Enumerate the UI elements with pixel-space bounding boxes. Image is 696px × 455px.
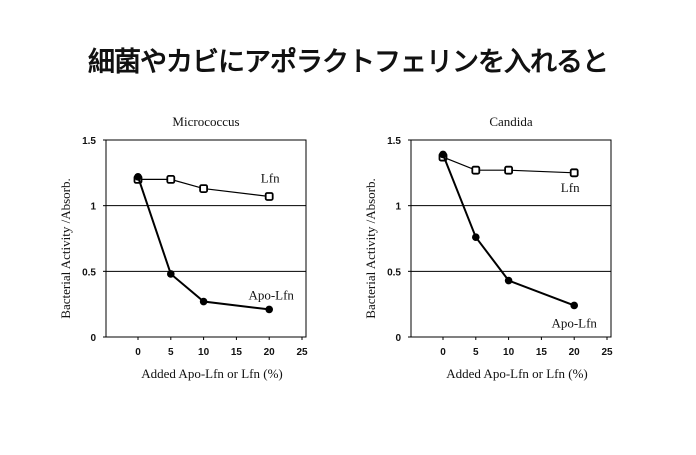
data-point-lfn [199,184,209,193]
y-tick-label: 1.5 [82,136,96,147]
y-axis-label: Bacterial Activity /Absorb. [363,178,378,318]
series-label-lfn: Lfn [261,170,280,185]
y-tick-label: 0 [90,333,96,344]
series-line-lfn [138,178,270,198]
x-axis-label: Added Apo-Lfn or Lfn (%) [446,366,588,381]
y-tick-label: 0.5 [82,267,96,278]
x-tick-label: 15 [536,347,548,358]
data-point-lfn [166,174,176,184]
x-tick-label: 5 [168,347,174,358]
data-point-apo-lfn [504,276,513,285]
data-point-lfn [504,165,514,175]
x-tick-label: 15 [231,347,243,358]
y-tick-label: 0 [395,333,401,344]
page-title: 細菌やカビにアポラクトフェリンを入れると [88,47,609,78]
data-point-apo-lfn [570,301,578,310]
plot-frame [410,139,612,338]
x-tick-label: 20 [264,347,276,358]
chart-title: Candida [489,114,533,129]
chart-title: Micrococcus [172,114,239,129]
y-tick-label: 1 [395,202,401,213]
x-tick-label: 10 [198,347,210,358]
x-tick-label: 20 [569,347,581,358]
series-label-apo-lfn: Apo-Lfn [248,287,294,302]
x-tick-label: 25 [601,347,613,358]
y-tick-label: 1 [90,202,96,213]
data-point-apo-lfn [199,297,208,306]
data-point-apo-lfn [167,270,175,278]
chart-2: Candida 0 0.5 1 1.5 0 5 10 15 20 25 Added Apo-Lfn o… [363,114,613,381]
plot-frame [105,139,307,338]
x-tick-label: 10 [503,347,515,358]
data-point-apo-lfn [265,305,274,314]
data-point-apo-lfn [439,150,447,159]
series-label-apo-lfn: Apo-Lfn [551,315,597,330]
series-line-apo-lfn [442,154,575,307]
x-axis-label: Added Apo-Lfn or Lfn (%) [141,366,283,381]
y-tick-label: 1.5 [387,136,401,147]
x-tick-label: 0 [440,347,446,358]
series-label-lfn: Lfn [561,180,580,195]
data-point-lfn [471,165,481,175]
data-point-apo-lfn [134,172,142,181]
x-tick-label: 0 [135,347,141,358]
series-line-lfn [442,156,575,174]
y-tick-label: 0.5 [387,267,401,278]
data-point-lfn [264,192,274,201]
x-tick-label: 25 [296,347,308,358]
data-point-lfn [569,168,579,178]
x-tick-label: 5 [473,347,479,358]
data-point-apo-lfn [472,233,480,241]
series-line-apo-lfn [137,176,270,311]
chart-1: Micrococcus 0 0.5 1 1.5 0 5 10 15 20 25 Added Apo-L… [58,114,308,381]
y-axis-label: Bacterial Activity /Absorb. [58,178,73,318]
